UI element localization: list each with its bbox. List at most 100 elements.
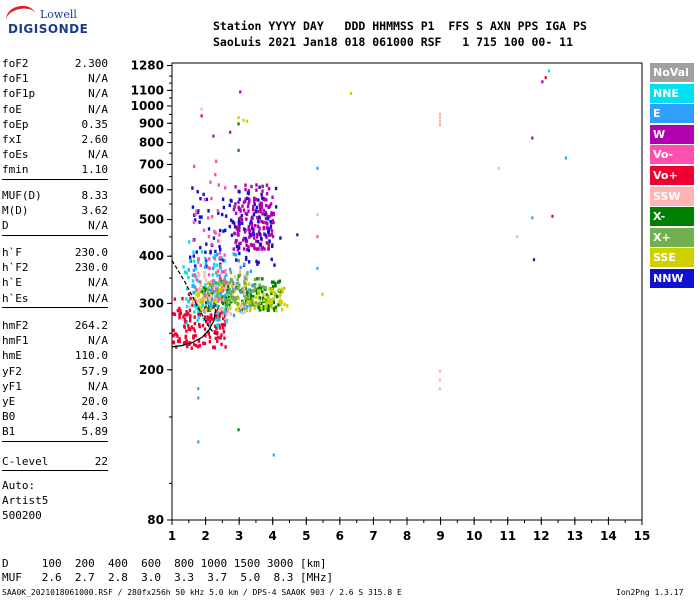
auto-line: Auto: (2, 479, 36, 492)
echo-point-vo (187, 312, 190, 316)
echo-point-nne (224, 287, 227, 291)
param-separator (2, 306, 108, 308)
echo-point-w (239, 90, 242, 94)
echo-point-w (269, 202, 273, 206)
echo-point-x (253, 277, 257, 282)
param-label: foF1 (2, 72, 29, 86)
echo-point-x (277, 280, 280, 284)
echo-point-vo (208, 339, 212, 344)
echo-point-x (274, 305, 278, 309)
echo-point-x (200, 289, 203, 293)
param-value: N/A (88, 334, 108, 348)
echo-point-sse (280, 287, 284, 291)
echo-point-nnw (233, 224, 237, 229)
echo-point-nnw (200, 215, 203, 219)
echo-point-x (232, 297, 235, 302)
echo-point-e (250, 289, 253, 293)
echo-point-vo (217, 183, 221, 187)
echo-point-x (255, 291, 259, 295)
echo-point-vo (175, 345, 178, 349)
param-label: h`E (2, 276, 22, 290)
echo-point-vo (222, 330, 226, 334)
echo-point-vo (185, 329, 188, 333)
echo-point-x (267, 304, 271, 308)
echo-point-w (255, 239, 258, 243)
echo-point-ssw (229, 312, 233, 316)
echo-point-nne (216, 263, 219, 267)
param-value: 230.0 (74, 246, 108, 259)
echo-point-vo (190, 346, 193, 350)
echo-point-e (216, 252, 219, 257)
echo-point-x (212, 305, 215, 309)
echo-point-w (259, 201, 263, 205)
echo-point-ssw (243, 274, 246, 278)
param-label: fxI (2, 132, 22, 146)
param-value: N/A (88, 219, 108, 233)
echo-point-nne (194, 267, 198, 271)
echo-point-vo (202, 341, 205, 346)
echo-point-ssw (189, 304, 192, 309)
echo-point-ssw (197, 274, 200, 278)
echo-point-w (271, 195, 274, 200)
echo-point-sse (263, 298, 266, 302)
echo-point-e (209, 303, 213, 308)
echo-point-vo (214, 303, 217, 308)
param-label: C-level (2, 455, 49, 468)
legend-item-w: W (650, 124, 694, 144)
echo-point-nnw (256, 262, 259, 266)
echo-point-vo (222, 269, 226, 274)
x-tick-label: 1 (168, 529, 176, 543)
echo-point-nnw (274, 205, 278, 209)
echo-point-vo (219, 263, 222, 268)
echo-point-ssw (203, 270, 206, 275)
echo-point-nnw (237, 246, 241, 250)
echo-point-nnw (246, 196, 249, 201)
echo-point-vo (213, 330, 217, 334)
echo-point-ssw (241, 311, 244, 315)
echo-point-sse (245, 119, 249, 123)
echo-point-w (247, 201, 250, 206)
echo-point-w (244, 187, 247, 192)
echo-point-vo (221, 270, 224, 274)
param-label: foEp (2, 117, 29, 131)
echo-point-vo (194, 334, 197, 338)
echo-point-nne (187, 275, 190, 280)
echo-point-vo (220, 298, 224, 302)
echo-point-w (265, 198, 268, 202)
echo-point-nne (216, 323, 219, 328)
echo-point-w (265, 192, 269, 196)
echo-point-vo (194, 212, 197, 217)
param-value: 8.33 (81, 189, 109, 202)
echo-point-vo (183, 324, 186, 328)
echo-point-sse (193, 296, 197, 301)
echo-point-ssw (438, 123, 442, 127)
echo-point-nnw (238, 197, 241, 202)
echo-point-nnw (222, 258, 225, 263)
echo-point-vo (178, 339, 181, 344)
echo-point-ssw (208, 285, 211, 289)
echo-point-vo (223, 314, 226, 319)
echo-point-e (225, 273, 228, 277)
echo-point-nnw (221, 212, 224, 217)
echo-point-nnw (218, 244, 221, 249)
echo-point-nnw (247, 248, 250, 253)
echo-point-vo (186, 344, 189, 349)
echo-point-w (232, 207, 236, 212)
echo-point-sse (270, 297, 273, 302)
echo-point-sse (197, 292, 201, 297)
echo-point-nne (213, 279, 216, 283)
echo-point-e (222, 294, 226, 299)
echo-point-vo (223, 186, 227, 190)
echo-point-vo (172, 328, 175, 333)
echo-point-vo (218, 233, 221, 237)
echo-point-nne (196, 318, 199, 323)
echo-point-e (192, 268, 196, 272)
echo-point-w (265, 235, 268, 239)
echo-point-nnw (249, 232, 252, 237)
x-tick-label: 5 (302, 529, 310, 543)
echo-point-w (265, 203, 268, 208)
echo-point-w (259, 209, 263, 214)
echo-point-w (233, 205, 236, 209)
echo-point-nne (216, 273, 219, 278)
echo-point-w (234, 202, 237, 206)
